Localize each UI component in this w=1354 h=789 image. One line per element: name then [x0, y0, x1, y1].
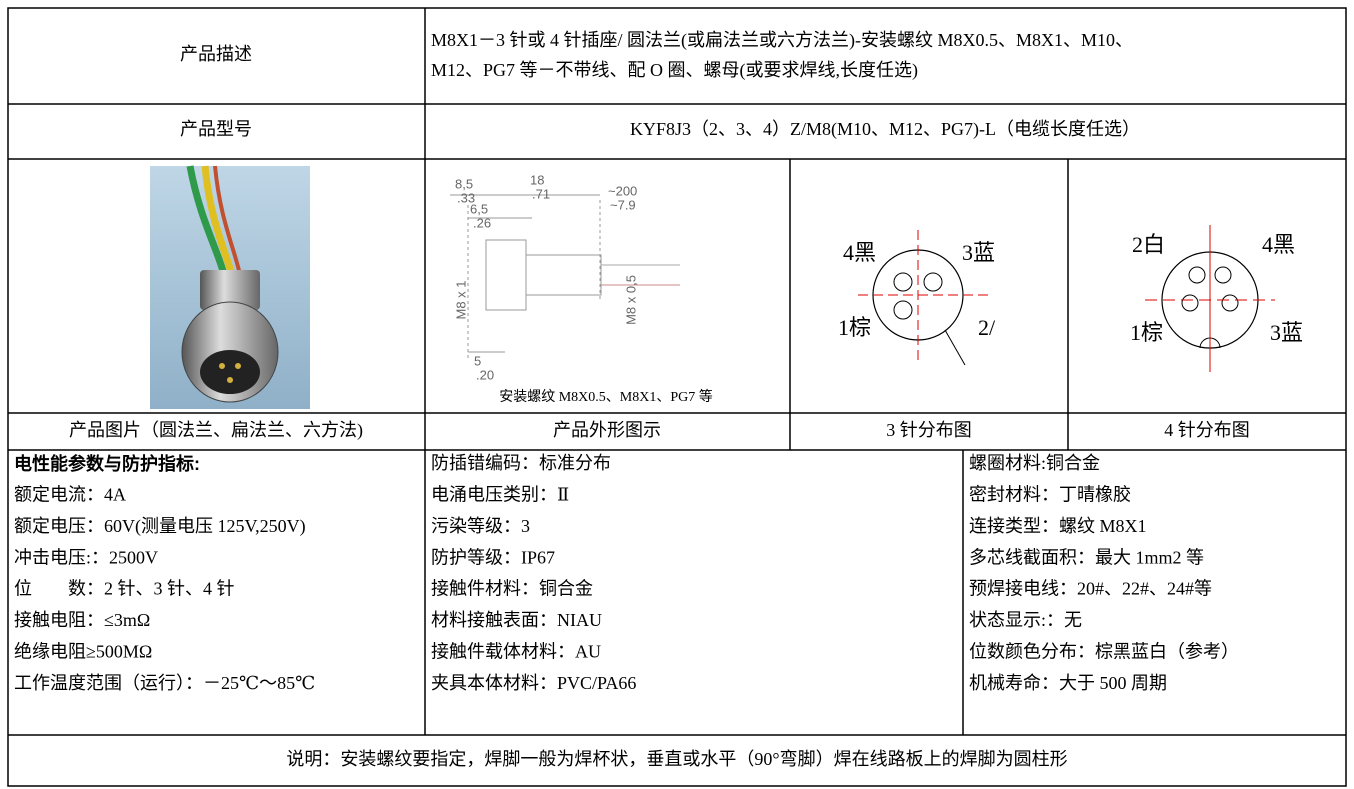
dimension: 6,5	[470, 201, 488, 216]
outline-drawing: 8,5 .33 18 .71 ~200 ~7.9 6,5 .26 M8 x 1 …	[450, 172, 680, 382]
spec-line: 电涌电压类别：Ⅱ	[431, 485, 569, 505]
spec-line: 位 数：2 针、3 针、4 针	[14, 579, 235, 599]
pin-label: 2/	[978, 315, 996, 340]
dimension: 8,5	[455, 176, 473, 191]
figure-caption: 产品外形图示	[553, 420, 661, 440]
spec-line: 防插错编码：标准分布	[431, 453, 611, 473]
dimension: ~7.9	[610, 197, 636, 212]
dimension: .71	[532, 186, 550, 201]
dimension: ~200	[608, 183, 637, 198]
dimension: 18	[530, 172, 544, 187]
spec-heading: 电性能参数与防护指标:	[14, 453, 200, 474]
spec-line: 材料接触表面：NIAU	[431, 610, 602, 630]
pin3-diagram	[858, 230, 988, 366]
row-label: 产品描述	[180, 44, 252, 64]
pin-label: 4黑	[1262, 232, 1295, 257]
pin-label: 1棕	[838, 315, 871, 340]
pin-label: 3蓝	[962, 240, 995, 265]
spec-line: 多芯线截面积：最大 1mm2 等	[969, 547, 1204, 567]
spec-line: 状态显示:：无	[969, 610, 1082, 630]
dimension: M8 x 0,5	[623, 275, 638, 325]
product-photo	[150, 165, 310, 409]
spec-line: 绝缘电阻≥500MΩ	[14, 642, 152, 662]
note: 说明：安装螺纹要指定，焊脚一般为焊杯状，垂直或水平（90°弯脚）焊在线路板上的焊…	[286, 749, 1067, 769]
spec-line: 夹具本体材料：PVC/PA66	[431, 673, 636, 693]
model-value: KYF8J3（2、3、4）Z/M8(M10、M12、PG7)-L（电缆长度任选）	[630, 119, 1140, 140]
table-borders	[7, 7, 1347, 787]
pin-label: 2白	[1132, 232, 1165, 257]
pin-label: 3蓝	[1270, 320, 1303, 345]
spec-line: 接触件载体材料：AU	[431, 642, 601, 662]
spec-line: 密封材料：丁晴橡胶	[969, 485, 1131, 505]
dimension: .26	[473, 215, 491, 230]
dimension: M8 x 1	[453, 280, 468, 319]
spec-line: 位数颜色分布：棕黑蓝白（参考）	[969, 642, 1239, 662]
figure-caption: 产品图片（圆法兰、扁法兰、六方法)	[69, 420, 363, 441]
pin4-diagram	[1145, 225, 1275, 372]
spec-line: 预焊接电线：20#、22#、24#等	[969, 579, 1212, 599]
row-label: 产品型号	[180, 119, 252, 139]
spec-line: 额定电流：4A	[14, 485, 126, 505]
spec-line: 机械寿命：大于 500 周期	[969, 673, 1167, 693]
spec-line: 接触电阻：≤3mΩ	[14, 610, 150, 630]
spec-line: 冲击电压:：2500V	[14, 547, 158, 567]
dimension: .20	[476, 367, 494, 382]
figure-caption: 3 针分布图	[886, 420, 972, 440]
spec-line: 防护等级：IP67	[431, 547, 555, 567]
spec-line: 连接类型：螺纹 M8X1	[969, 516, 1147, 536]
spec-line: 污染等级：3	[431, 516, 530, 536]
spec-line: 螺圈材料:铜合金	[969, 453, 1100, 473]
dimension: .33	[457, 190, 475, 205]
pin-label: 4黑	[843, 240, 876, 265]
dimension: 5	[474, 353, 481, 368]
spec-line: 额定电压：60V(测量电压 125V,250V)	[14, 516, 306, 537]
spec-line: 接触件材料：铜合金	[431, 579, 593, 599]
description-line: M12、PG7 等－不带线、配 O 圈、螺母(或要求焊线,长度任选)	[431, 60, 918, 81]
pin-label: 1棕	[1130, 320, 1163, 345]
figure-caption: 4 针分布图	[1164, 420, 1250, 440]
description-line: M8X1－3 针或 4 针插座/ 圆法兰(或扁法兰或六方法兰)-安装螺纹 M8X…	[431, 30, 1133, 51]
drawing-caption: 安装螺纹 M8X0.5、M8X1、PG7 等	[499, 388, 713, 405]
spec-line: 工作温度范围（运行）：－25℃～85℃	[14, 673, 315, 693]
